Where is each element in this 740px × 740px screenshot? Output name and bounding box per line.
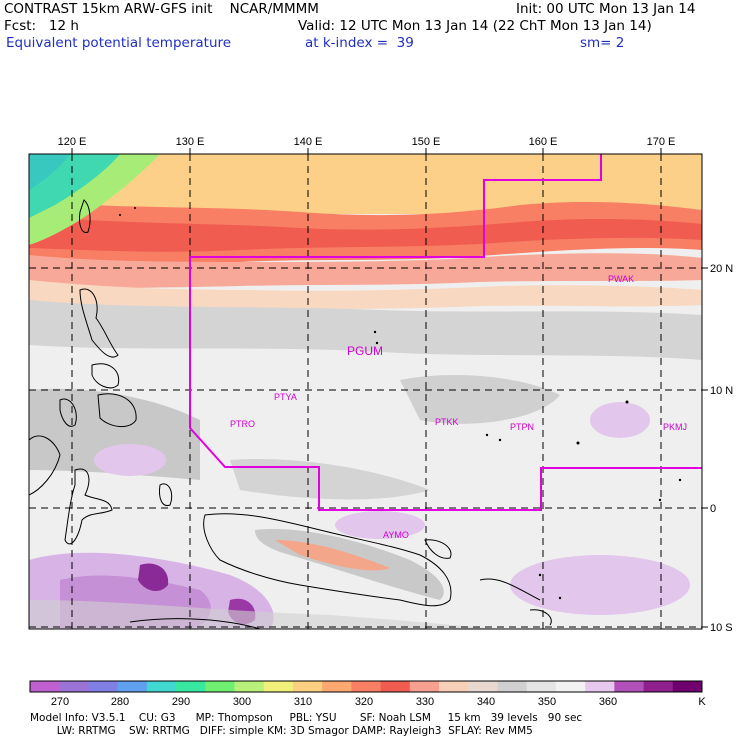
station-label-aymo: AYMO [383,530,409,540]
colorbar-swatch [146,681,177,692]
header-init-time: Init: 00 UTC Mon 13 Jan 14 [516,1,696,17]
coastlines [29,199,552,629]
colorbar-frame [29,680,703,693]
colorbar [29,680,703,693]
colorbar-swatch [176,681,206,692]
lat-label-0: 0 [710,503,716,515]
header-k-index: at k-index = 39 [305,35,414,51]
colorbar-tick-360: 360 [599,696,617,708]
colorbar-tick-340: 340 [477,696,495,708]
colorbar-swatch [614,681,644,692]
station-label-ptpn: PTPN [510,422,534,432]
colorbar-swatch [322,681,352,692]
colorbar-swatch [439,681,469,692]
lat-lon-grid [29,154,702,629]
lon-label-150e: 150 E [412,136,441,148]
colorbar-swatch [555,681,586,692]
colorbar-swatch [263,681,294,692]
station-label-ptro: PTRO [230,419,255,429]
colorbar-tick-310: 310 [294,696,312,708]
colorbar-swatch [59,681,89,692]
footer-physics-info: LW: RRTMG SW: RRTMG DIFF: simple KM: 3D … [30,725,533,737]
theta-e-shading [29,154,702,629]
colorbar-tick-330: 330 [416,696,434,708]
domain-boundary [189,154,702,511]
colorbar-tick-290: 290 [172,696,190,708]
colorbar-swatch [292,681,323,692]
station-label-ptkk: PTKK [435,417,459,427]
header-forecast-hour: Fcst: 12 h [4,18,79,34]
colorbar-swatch [468,681,498,692]
lat-label-20n: 20 N [710,263,733,275]
colorbar-tick-280: 280 [111,696,129,708]
colorbar-swatch [117,681,148,692]
colorbar-tick-350: 350 [538,696,556,708]
header-valid-time: Valid: 12 UTC Mon 13 Jan 14 (22 ChT Mon … [298,18,652,34]
station-label-pwak: PWAK [608,274,634,284]
header-smoothing: sm= 2 [580,35,625,51]
lat-label-10s: 10 S [710,622,733,634]
colorbar-unit: K [698,696,706,708]
lon-label-130e: 130 E [176,136,205,148]
station-label-ptya: PTYA [274,392,297,402]
lon-label-140e: 140 E [294,136,323,148]
footer-model-info: Model Info: V3.5.1 CU: G3 MP: Thompson P… [30,712,583,724]
colorbar-swatch [88,681,118,692]
colorbar-swatch [643,681,674,692]
colorbar-swatch [30,681,60,692]
colorbar-swatch [526,681,557,692]
map-frame [28,153,703,630]
lon-label-160e: 160 E [529,136,558,148]
header-field-name: Equivalent potential temperature [6,35,232,51]
colorbar-swatch [409,681,440,692]
colorbar-swatch [380,681,411,692]
colorbar-swatch [205,681,235,692]
colorbar-swatch [672,681,703,692]
station-label-pkmj: PKMJ [663,422,687,432]
lat-label-10n: 10 N [710,385,733,397]
station-label-pgum: PGUM [347,344,383,358]
axis-ticks [71,148,708,628]
colorbar-swatch [234,681,265,692]
colorbar-swatch [351,681,381,692]
colorbar-tick-320: 320 [355,696,373,708]
small-islands [119,207,682,600]
lon-label-170e: 170 E [647,136,676,148]
colorbar-tick-300: 300 [233,696,251,708]
colorbar-swatch [497,681,527,692]
header-model-title: CONTRAST 15km ARW-GFS init NCAR/MMMM [4,1,319,17]
lon-label-120e: 120 E [58,136,87,148]
colorbar-tick-270: 270 [51,696,69,708]
colorbar-swatch [585,681,615,692]
